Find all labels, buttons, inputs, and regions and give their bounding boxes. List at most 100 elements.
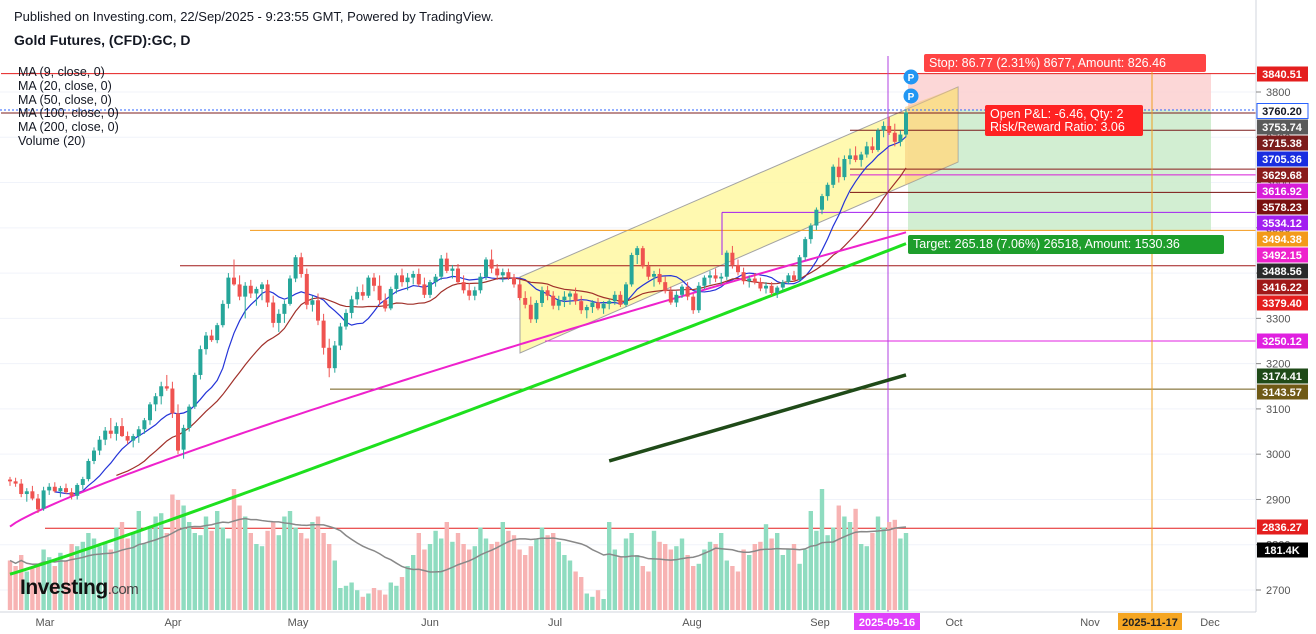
x-date-badge-bg [854, 613, 920, 630]
volume-bar [52, 566, 57, 610]
volume-bar [663, 544, 668, 610]
price-label: 3760.20 [1256, 103, 1309, 119]
price-label-text: 3143.57 [1262, 387, 1302, 399]
candle-body [248, 285, 253, 294]
price-label-bg [1257, 295, 1308, 311]
candle-body [618, 294, 623, 305]
candle-body [372, 277, 376, 286]
volume-bar [814, 530, 819, 610]
indicator-ma100[interactable]: MA (100, close, 0) [18, 106, 119, 121]
volume-bar [842, 516, 847, 610]
candle-body [848, 155, 852, 160]
candle-body [142, 420, 147, 430]
candle-body [489, 259, 494, 269]
volume-bar [86, 533, 91, 610]
candle-body [556, 300, 561, 306]
candle-body [327, 347, 332, 369]
candle-body [629, 254, 634, 285]
volume-bar [360, 596, 365, 610]
candle-body [786, 275, 791, 283]
volume-bar [791, 544, 797, 610]
volume-bar [724, 560, 729, 610]
candle-body [422, 284, 427, 295]
volume-bar [97, 546, 102, 610]
published-caption: Published on Investing.com, 22/Sep/2025 … [14, 9, 494, 24]
volume-bar [338, 588, 343, 610]
volume-bar [411, 555, 416, 610]
price-label-text: 3629.68 [1262, 170, 1302, 182]
candle-body [534, 302, 539, 320]
y-tick-label: 3800 [1266, 87, 1290, 99]
candle-body [265, 284, 270, 303]
x-tick-label: Apr [164, 617, 181, 629]
volume-bar [427, 544, 433, 610]
candle-body [108, 430, 113, 434]
candle-body [674, 294, 679, 303]
volume-bar [713, 544, 718, 610]
volume-bar [75, 546, 80, 610]
candle-body [612, 294, 617, 302]
candle-body [400, 275, 404, 283]
price-label: 3250.12 [1257, 333, 1308, 349]
candle-body [540, 290, 544, 303]
candle-body [344, 312, 348, 327]
volume-bar [775, 533, 780, 610]
volume-bar [702, 549, 707, 610]
candle-body [719, 276, 724, 279]
volume-bar [635, 555, 640, 610]
candle-body [545, 290, 550, 296]
candle-body [332, 345, 337, 369]
price-label-bg [1257, 199, 1308, 215]
candle-body [187, 406, 192, 428]
volume-bar [192, 533, 197, 610]
target-label-bg [908, 235, 1224, 254]
y-tick-label: 3100 [1266, 404, 1290, 416]
indicator-ma200[interactable]: MA (200, close, 0) [18, 120, 119, 135]
volume-bar [875, 516, 881, 610]
x-tick-label: Mar [36, 617, 55, 629]
candle-body [820, 196, 824, 210]
volume-bar [237, 505, 242, 610]
candle-body [573, 293, 578, 302]
volume-bar [657, 541, 662, 610]
volume-bar [24, 571, 29, 610]
price-label: 3494.38 [1257, 231, 1308, 247]
volume-bar [506, 530, 511, 610]
volume-bar [164, 533, 169, 610]
indicator-ma20[interactable]: MA (20, close, 0) [18, 78, 112, 93]
candle-body [366, 277, 371, 296]
candle-body [24, 491, 29, 495]
y-tick-label: 3200 [1266, 359, 1290, 371]
volume-bar [63, 560, 69, 610]
candle-body [310, 300, 315, 305]
volume-bar [528, 546, 533, 610]
indicator-volume[interactable]: Volume (20) [18, 133, 86, 148]
price-label-bg [1257, 183, 1308, 199]
candle-body [131, 436, 136, 441]
candle-body [500, 272, 505, 276]
x-date-badge-text: 2025-11-17 [1122, 617, 1178, 629]
volume-bar [58, 552, 63, 610]
volume-bar [231, 489, 237, 610]
volume-bar [847, 522, 853, 610]
candle-body [288, 278, 292, 304]
volume-bar [131, 533, 136, 610]
indicator-ma9[interactable]: MA (9, close, 0) [18, 65, 105, 79]
price-label-text: 3616.92 [1262, 186, 1302, 198]
volume-bar [607, 522, 612, 610]
marker-dot [903, 88, 919, 104]
candle-body [904, 112, 908, 135]
y-tick-label: 3000 [1266, 449, 1290, 461]
volume-bar [399, 577, 405, 610]
volume-bar [276, 535, 281, 610]
candle-body [80, 479, 85, 485]
price-label-text: 3174.41 [1262, 371, 1302, 383]
indicator-ma50[interactable]: MA (50, close, 0) [18, 92, 112, 107]
price-label-bg [1257, 247, 1308, 263]
price-label: 3488.56 [1257, 263, 1308, 279]
price-label-bg [1257, 368, 1308, 384]
candle-body [747, 278, 752, 282]
candle-body [8, 479, 12, 482]
candle-body [836, 166, 841, 178]
